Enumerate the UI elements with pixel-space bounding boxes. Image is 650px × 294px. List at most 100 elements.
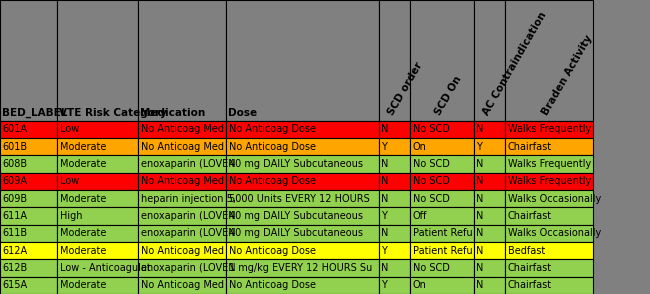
Text: N: N	[382, 176, 389, 186]
Bar	[410, 121, 474, 138]
Bar	[57, 225, 138, 242]
Text: enoxaparin (LOVEN: enoxaparin (LOVEN	[141, 159, 235, 169]
Text: Dose: Dose	[228, 108, 257, 118]
Bar	[379, 173, 410, 190]
Text: Chairfast: Chairfast	[508, 280, 552, 290]
Bar	[0, 207, 57, 225]
Bar	[57, 138, 138, 155]
Text: N: N	[382, 193, 389, 204]
Text: No Anticoag Med: No Anticoag Med	[141, 124, 224, 134]
Text: No Anticoag Dose: No Anticoag Dose	[229, 141, 316, 152]
Bar	[505, 190, 593, 207]
Bar	[57, 121, 138, 138]
Bar	[138, 155, 226, 173]
Bar	[474, 155, 505, 173]
Bar	[226, 0, 379, 121]
Bar	[0, 242, 57, 259]
Text: N: N	[382, 228, 389, 238]
Bar	[379, 0, 410, 121]
Text: 609B: 609B	[3, 193, 27, 204]
Bar	[505, 138, 593, 155]
Text: Medication: Medication	[140, 108, 205, 118]
Text: Walks Frequently: Walks Frequently	[508, 124, 591, 134]
Bar	[138, 0, 226, 121]
Bar	[0, 173, 57, 190]
Text: Walks Frequently: Walks Frequently	[508, 176, 591, 186]
Text: N: N	[476, 245, 484, 256]
Text: 1 mg/kg EVERY 12 HOURS Su: 1 mg/kg EVERY 12 HOURS Su	[229, 263, 372, 273]
Bar	[474, 259, 505, 277]
Text: No Anticoag Med: No Anticoag Med	[141, 176, 224, 186]
Text: 40 mg DAILY Subcutaneous: 40 mg DAILY Subcutaneous	[229, 159, 363, 169]
Bar	[474, 225, 505, 242]
Text: 601A: 601A	[3, 124, 27, 134]
Bar	[0, 277, 57, 294]
Bar	[226, 138, 379, 155]
Bar	[0, 0, 57, 121]
Bar	[505, 121, 593, 138]
Bar	[138, 259, 226, 277]
Bar	[57, 173, 138, 190]
Bar	[0, 138, 57, 155]
Text: SCD order: SCD order	[386, 60, 424, 116]
Text: No Anticoag Med: No Anticoag Med	[141, 245, 224, 256]
Bar	[138, 242, 226, 259]
Bar	[474, 277, 505, 294]
Text: 615A: 615A	[3, 280, 27, 290]
Bar	[379, 242, 410, 259]
Text: No SCD: No SCD	[413, 193, 450, 204]
Bar	[474, 138, 505, 155]
Bar	[505, 173, 593, 190]
Bar	[57, 277, 138, 294]
Bar	[474, 0, 505, 121]
Bar	[57, 242, 138, 259]
Bar	[410, 242, 474, 259]
Bar	[379, 190, 410, 207]
Bar	[505, 0, 593, 121]
Text: No Anticoag Dose: No Anticoag Dose	[229, 124, 316, 134]
Text: 611A: 611A	[3, 211, 27, 221]
Text: enoxaparin (LOVEN: enoxaparin (LOVEN	[141, 228, 235, 238]
Bar	[379, 225, 410, 242]
Text: Braden Activity: Braden Activity	[540, 33, 594, 116]
Text: N: N	[476, 193, 484, 204]
Text: On: On	[413, 141, 426, 152]
Text: 608B: 608B	[3, 159, 27, 169]
Text: 601B: 601B	[3, 141, 27, 152]
Bar	[410, 225, 474, 242]
Text: enoxaparin (LOVEN: enoxaparin (LOVEN	[141, 211, 235, 221]
Bar	[57, 0, 138, 121]
Text: No SCD: No SCD	[413, 159, 450, 169]
Bar	[226, 242, 379, 259]
Text: No Anticoag Dose: No Anticoag Dose	[229, 280, 316, 290]
Bar	[57, 207, 138, 225]
Text: No Anticoag Dose: No Anticoag Dose	[229, 176, 316, 186]
Text: N: N	[476, 280, 484, 290]
Text: 40 mg DAILY Subcutaneous: 40 mg DAILY Subcutaneous	[229, 228, 363, 238]
Bar	[57, 259, 138, 277]
Bar	[379, 155, 410, 173]
Text: 609A: 609A	[3, 176, 27, 186]
Text: Low - Anticoagulat: Low - Anticoagulat	[60, 263, 150, 273]
Bar	[0, 225, 57, 242]
Bar	[226, 121, 379, 138]
Bar	[226, 259, 379, 277]
Text: Moderate: Moderate	[60, 193, 106, 204]
Text: 611B: 611B	[3, 228, 27, 238]
Text: Walks Frequently: Walks Frequently	[508, 159, 591, 169]
Bar	[505, 242, 593, 259]
Text: 612A: 612A	[3, 245, 27, 256]
Text: Y: Y	[382, 211, 387, 221]
Text: No Anticoag Dose: No Anticoag Dose	[229, 245, 316, 256]
Text: Off: Off	[413, 211, 427, 221]
Text: Moderate: Moderate	[60, 228, 106, 238]
Text: Patient Refu: Patient Refu	[413, 228, 473, 238]
Text: No SCD: No SCD	[413, 176, 450, 186]
Bar	[57, 190, 138, 207]
Bar	[410, 173, 474, 190]
Bar	[138, 138, 226, 155]
Bar	[474, 190, 505, 207]
Text: AC Contraindication: AC Contraindication	[481, 10, 548, 116]
Bar	[226, 225, 379, 242]
Bar	[138, 225, 226, 242]
